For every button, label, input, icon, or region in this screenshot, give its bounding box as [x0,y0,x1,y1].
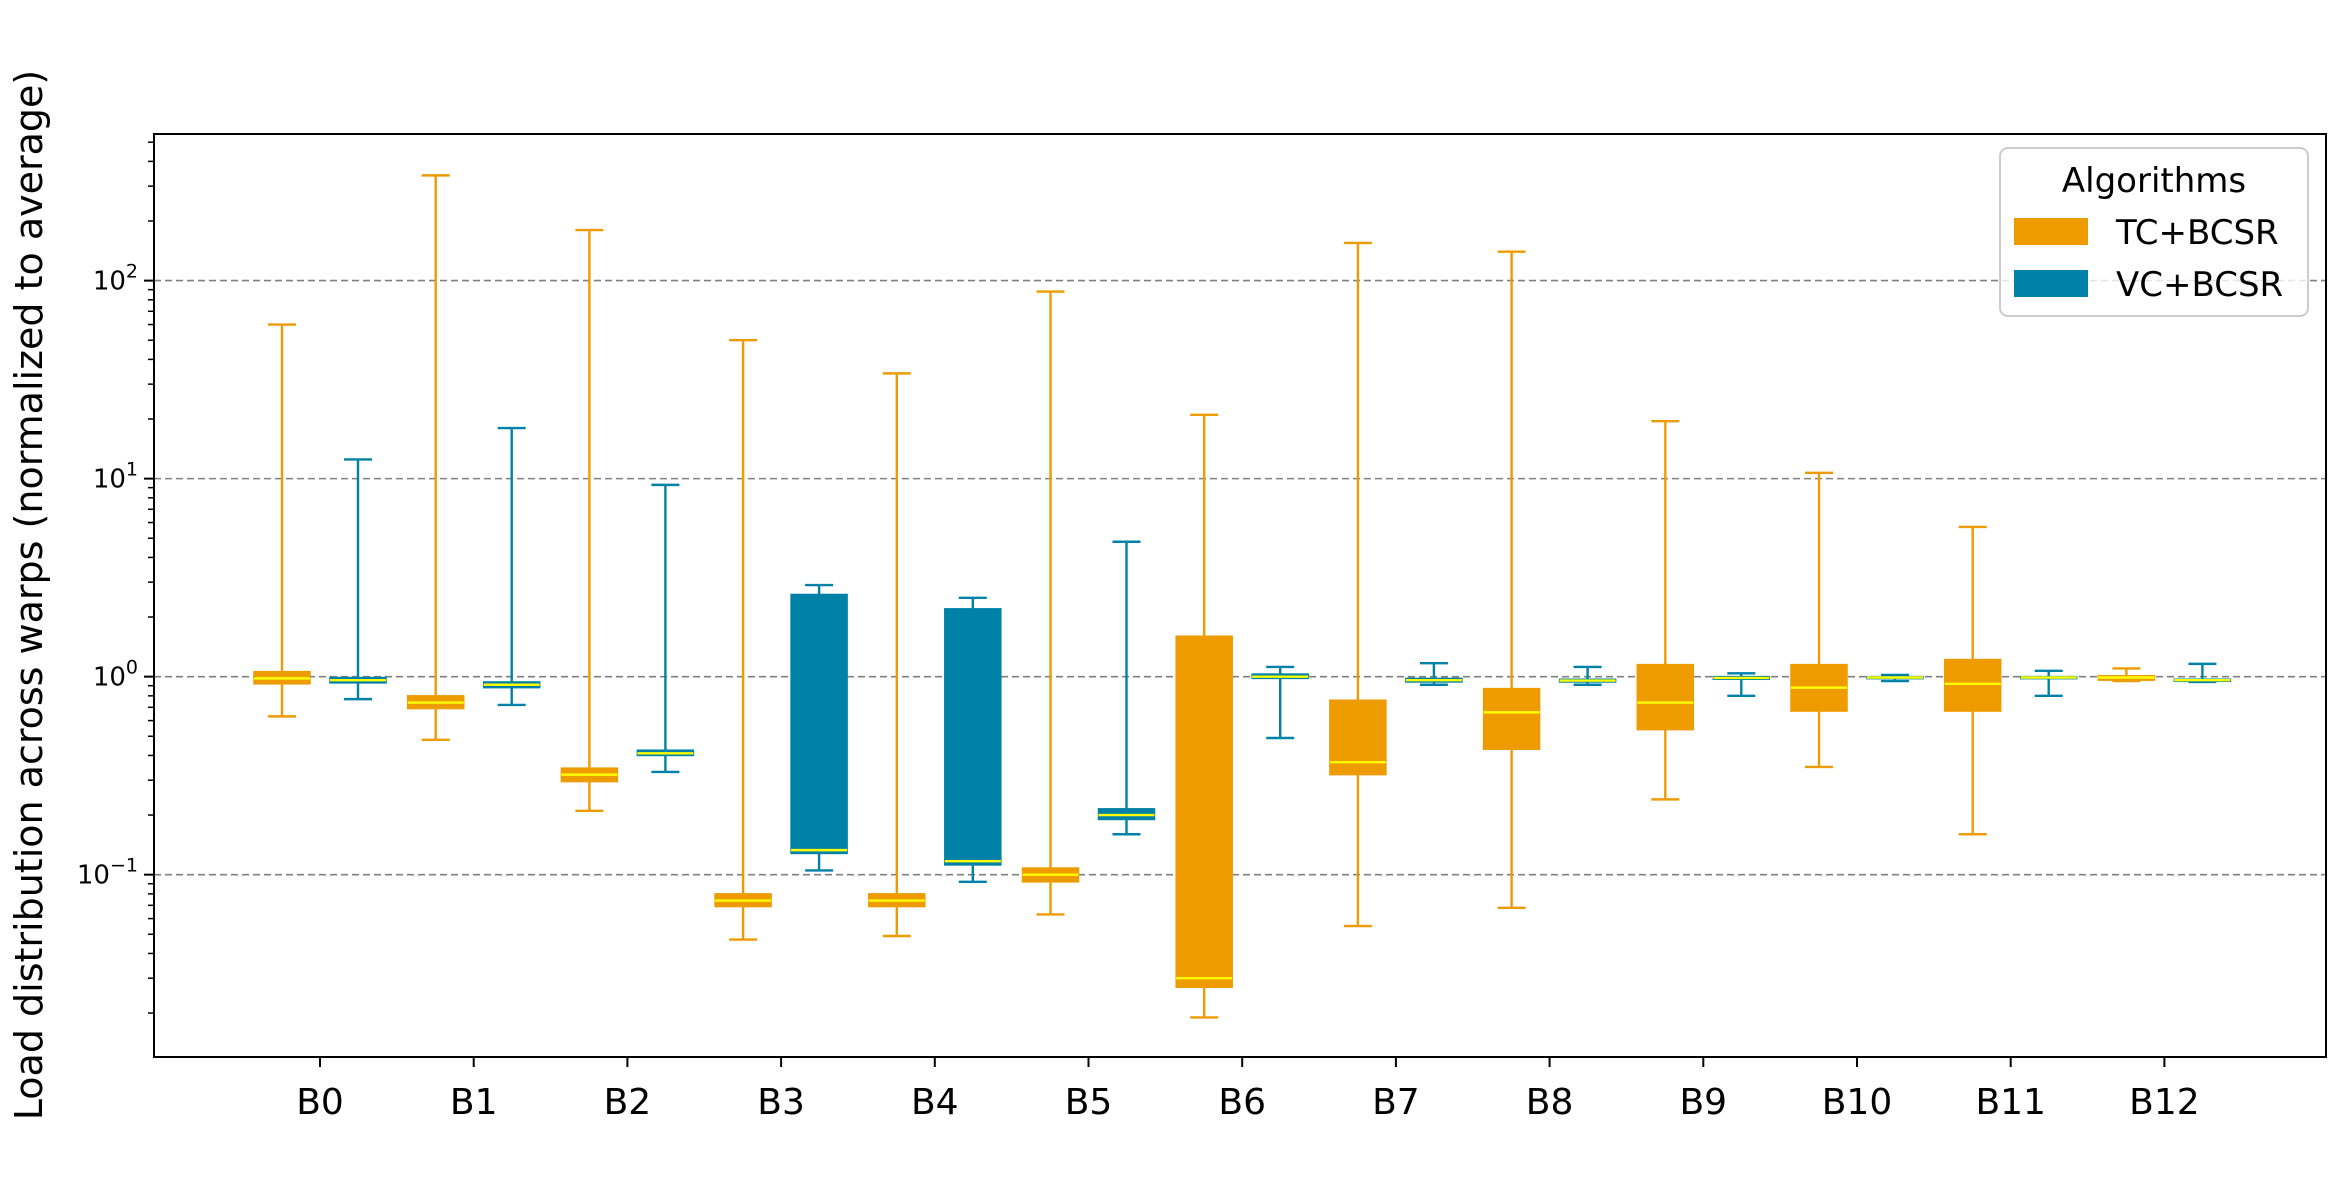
x-tick-label: B8 [1526,1082,1574,1123]
box-B1-TC+BCSR [406,174,465,741]
x-tick-label: B11 [1975,1082,2046,1123]
box-B5-VC+BCSR [1097,540,1156,836]
x-tick-label: B5 [1065,1082,1113,1123]
box-B3-TC+BCSR [714,339,772,941]
axes: 10−1 100 101 102 B0 B1 B2 B3 B4 B5 B6 B7 B8 B9 B10 B11 B… [77,141,2200,1123]
box-B12-TC+BCSR [2097,667,2156,683]
y-tick-label: 100 [93,657,138,693]
box-B10-VC+BCSR [1866,673,1924,683]
box-B4-VC+BCSR [944,596,1002,884]
x-tick-label: B4 [911,1082,959,1123]
box-series [253,174,2232,1019]
x-tick-label: B0 [296,1082,344,1123]
box-body [790,593,848,855]
box-body [1175,635,1233,989]
box-B6-VC+BCSR [1251,665,1309,740]
box-body [1636,663,1695,731]
box-B9-TC+BCSR [1636,419,1695,801]
box-B10-TC+BCSR [1790,471,1848,769]
y-axis-label: Load distribution across warps (normaliz… [7,70,51,1120]
box-B1-VC+BCSR [482,426,541,707]
box-body [1329,699,1387,776]
x-tick-label: B10 [1822,1082,1893,1123]
box-B2-TC+BCSR [560,228,619,813]
box-B7-TC+BCSR [1329,241,1387,928]
x-tick-label: B6 [1218,1082,1266,1123]
box-B5-TC+BCSR [1021,290,1080,916]
box-B7-VC+BCSR [1405,661,1463,686]
x-tick-label: B2 [604,1082,652,1123]
y-tick-label: 102 [93,261,138,297]
box-body [1482,687,1541,750]
x-tick-label: B12 [2129,1082,2200,1123]
x-tick-label: B3 [757,1082,805,1123]
box-B4-TC+BCSR [868,372,926,938]
box-B8-VC+BCSR [1558,665,1617,686]
box-B0-TC+BCSR [253,323,311,718]
legend-label-tc-bcsr: TC+BCSR [2115,213,2279,253]
box-B6-TC+BCSR [1175,413,1233,1019]
box-B11-VC+BCSR [2019,669,2078,698]
box-B11-TC+BCSR [1943,525,2002,836]
box-B8-TC+BCSR [1482,250,1541,910]
legend-title: Algorithms [2062,161,2246,201]
legend: Algorithms TC+BCSR VC+BCSR [1999,147,2309,317]
box-B0-VC+BCSR [329,458,387,701]
box-B3-VC+BCSR [790,583,848,872]
y-tick-label: 10−1 [77,855,138,891]
plot-frame [153,133,2327,1058]
x-tick-label: B7 [1372,1082,1420,1123]
legend-swatch-tc-bcsr [2014,218,2088,245]
box-body [944,608,1002,866]
y-tick-label: 101 [93,459,138,495]
x-tick-label: B9 [1679,1082,1727,1123]
box-B12-VC+BCSR [2173,662,2232,684]
box-body [1943,658,2002,712]
x-tick-label: B1 [450,1082,498,1123]
box-B9-VC+BCSR [1712,672,1771,698]
box-B2-VC+BCSR [636,483,695,774]
legend-swatch-vc-bcsr [2014,270,2088,297]
legend-label-vc-bcsr: VC+BCSR [2116,265,2283,305]
